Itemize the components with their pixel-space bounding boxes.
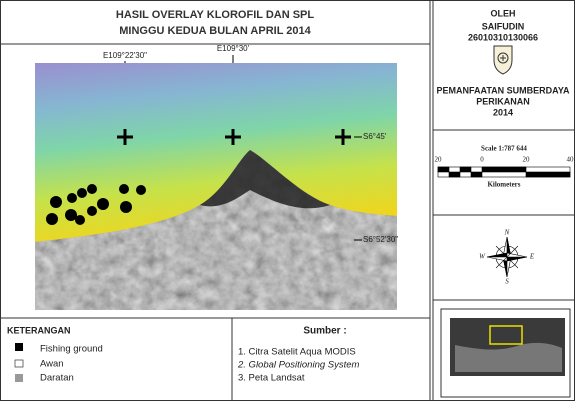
- compass-label: S: [505, 278, 509, 286]
- coordinate-label: E109°30': [217, 44, 250, 53]
- source-item: 2. Global Positioning System: [237, 360, 360, 371]
- land-texture: [35, 150, 397, 310]
- legend-swatch: [15, 374, 23, 382]
- legend-item: Daratan: [40, 373, 74, 384]
- scale-tick: 0: [480, 156, 484, 164]
- compass-label: N: [504, 229, 510, 237]
- university-logo: [493, 45, 513, 75]
- scale-bar: [437, 166, 571, 178]
- program: PEMANFAATAN SUMBERDAYA: [436, 85, 570, 95]
- scale-tick: 40: [567, 156, 575, 164]
- map-image: [35, 63, 397, 310]
- author-id: 26010310130066: [468, 32, 538, 42]
- legend-title: KETERANGAN: [7, 325, 71, 335]
- program: PERIKANAN: [476, 96, 530, 106]
- compass-label: W: [479, 253, 486, 261]
- title-line: HASIL OVERLAY KLOROFIL DAN SPL: [116, 9, 315, 21]
- inset-map: [450, 318, 565, 376]
- scale-unit: Kilometers: [487, 181, 520, 189]
- scale-tick: 20: [523, 156, 531, 164]
- legend-item: Awan: [40, 359, 64, 370]
- author-by: OLEH: [490, 8, 515, 18]
- fishing-ground-points: [46, 184, 146, 225]
- source-item: 3. Peta Landsat: [238, 373, 305, 384]
- scale-ratio: Scale 1:787 644: [481, 145, 527, 153]
- grid-crosses: [117, 129, 351, 145]
- source-item: 1. Citra Satelit Aqua MODIS: [238, 347, 356, 358]
- compass-label: E: [529, 253, 535, 261]
- coordinate-label: S6°52'30": [363, 235, 398, 244]
- title-line: MINGGU KEDUA BULAN APRIL 2014: [119, 25, 311, 37]
- legend-swatch: [14, 359, 24, 368]
- author-name: SAIFUDIN: [482, 21, 525, 31]
- land-dark: [200, 150, 330, 209]
- sources-title: Sumber :: [303, 326, 346, 337]
- legend-swatch: [15, 343, 23, 351]
- legend-item: Fishing ground: [40, 344, 103, 355]
- coordinate-label: S6°45': [363, 132, 387, 141]
- coordinate-label: E109°22'30": [103, 51, 147, 60]
- compass-rose: [486, 236, 528, 278]
- scale-tick: 20: [435, 156, 443, 164]
- year: 2014: [493, 107, 513, 117]
